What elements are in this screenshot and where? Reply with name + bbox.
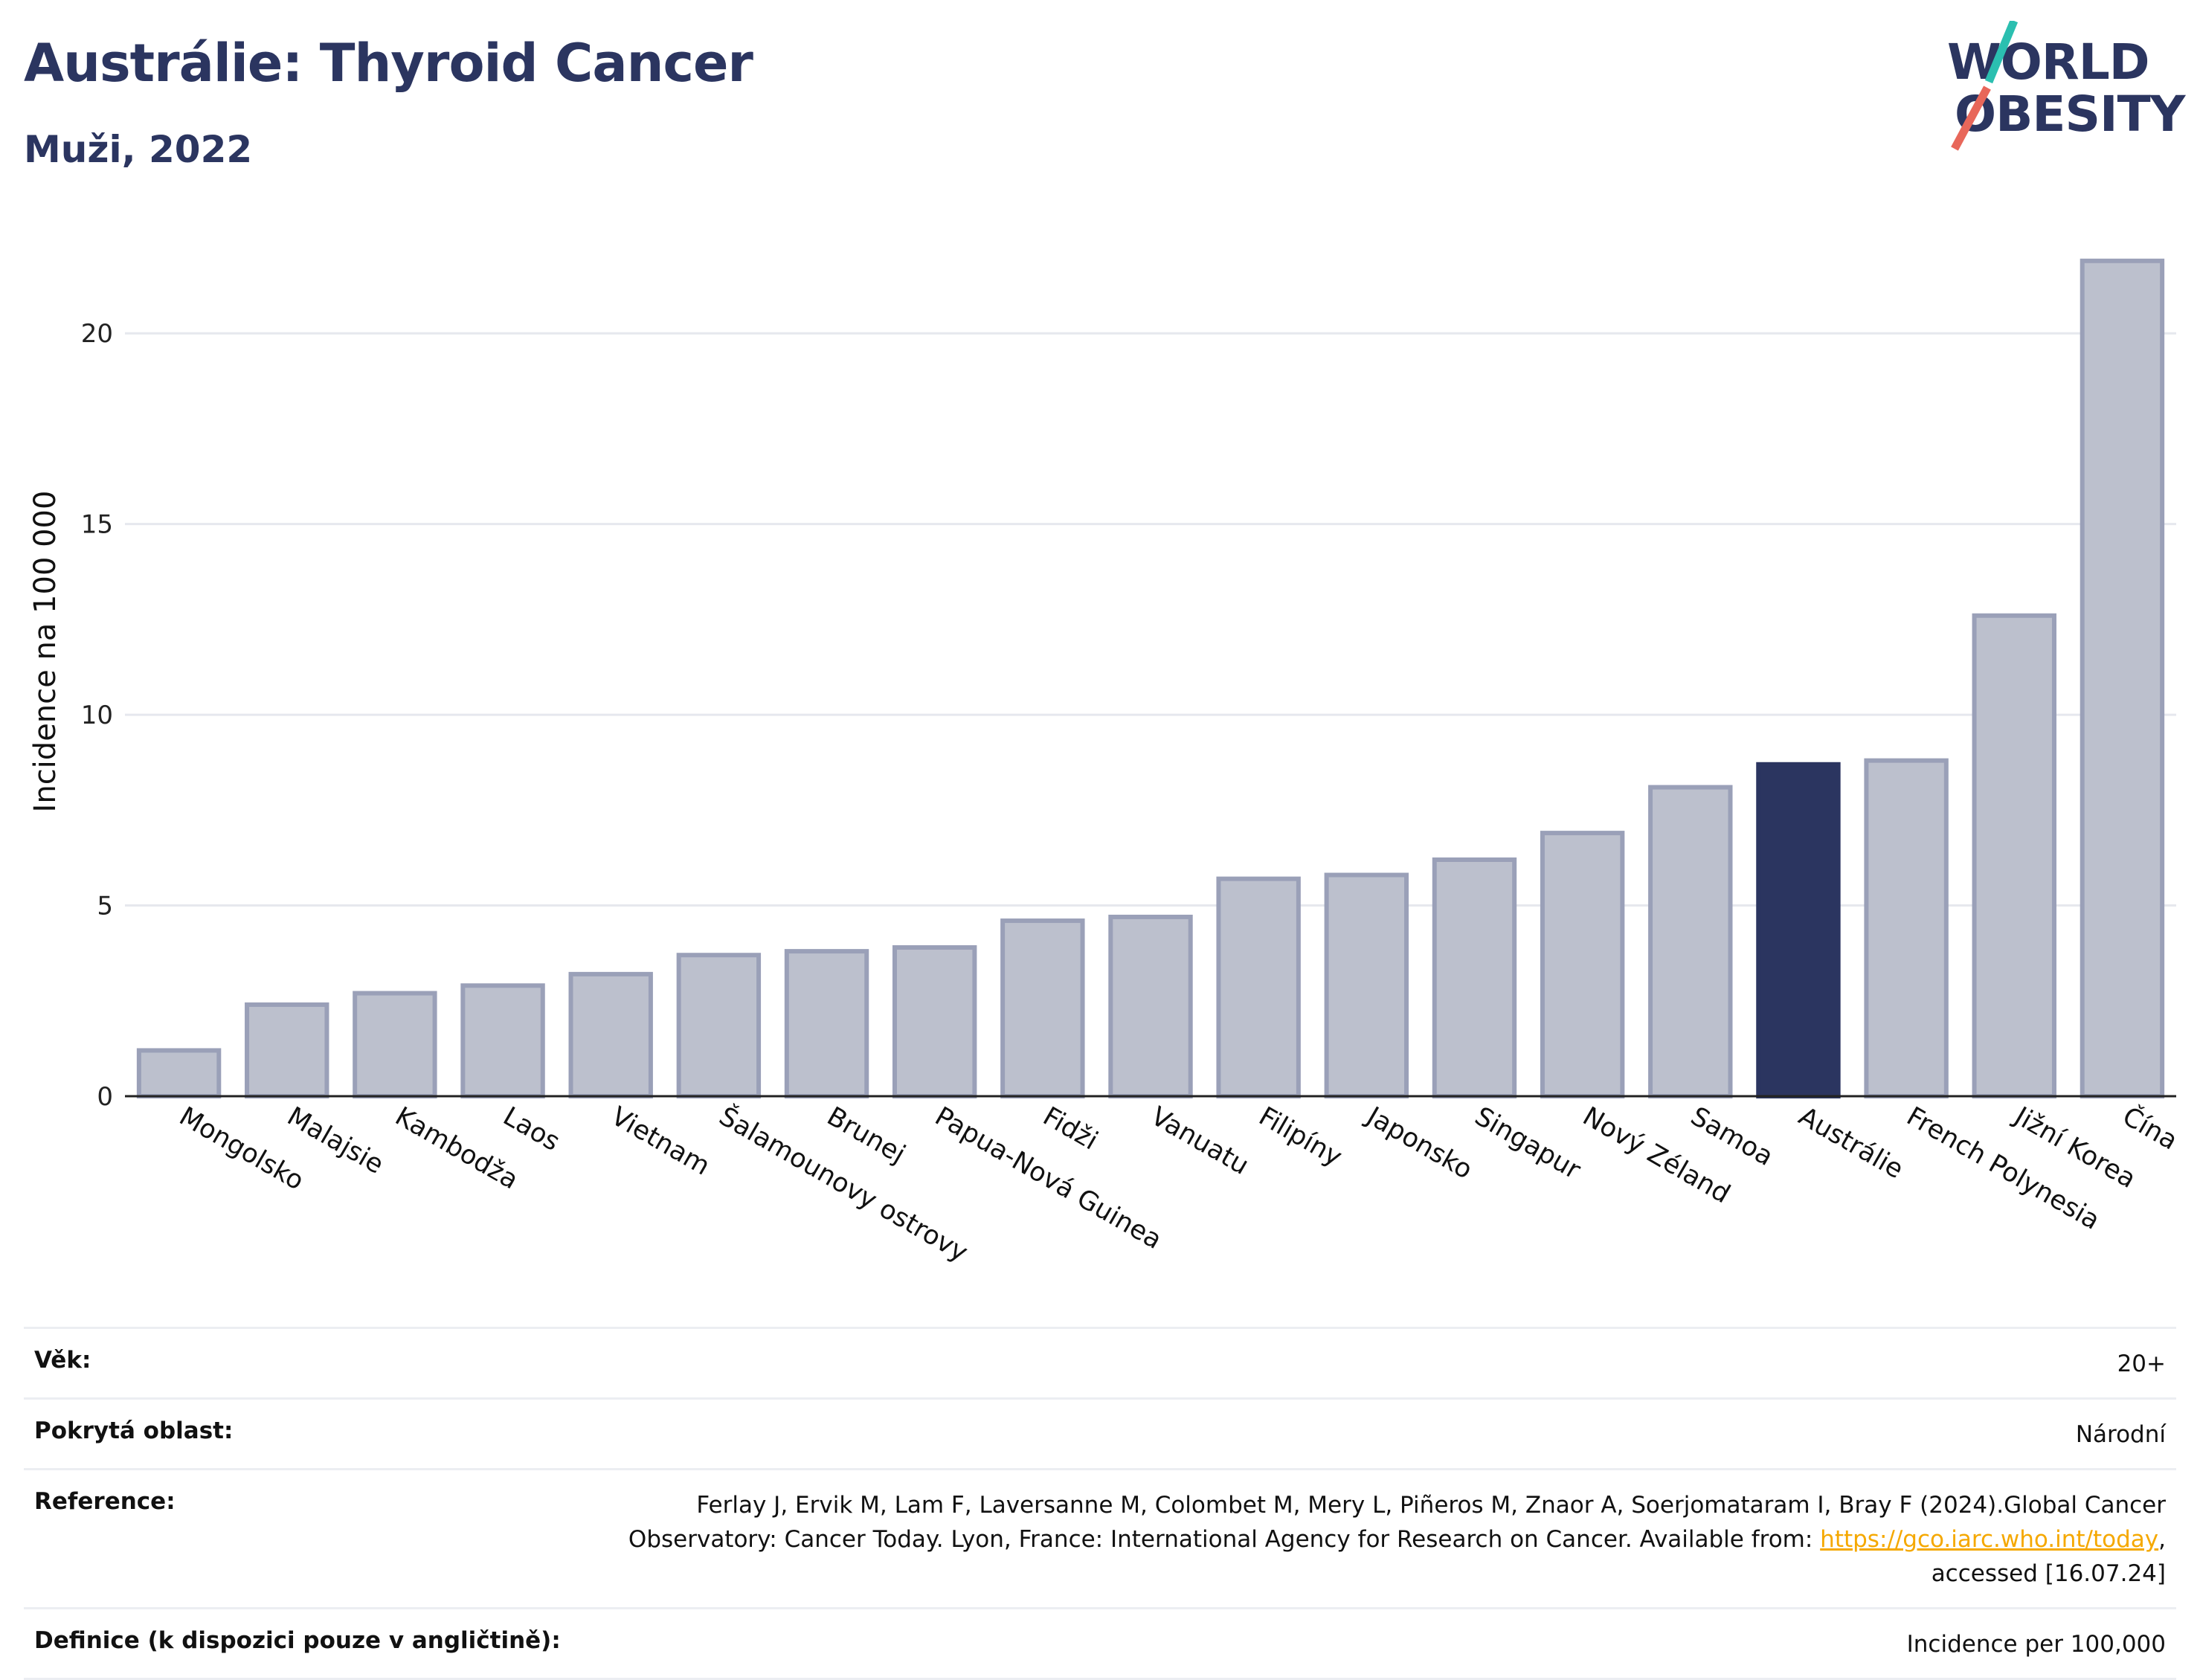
reference-suffix: , accessed [16.07.24] <box>1931 1526 2166 1587</box>
x-tick-label: Singapur <box>1470 1101 1586 1185</box>
reference-text: Ferlay J, Ervik M, Lam F, Laversanne M, … <box>628 1492 2166 1553</box>
x-tick-label: Brunej <box>822 1101 910 1170</box>
x-tick-label: Samoa <box>1685 1101 1778 1172</box>
bar <box>1864 758 1949 1098</box>
x-tick-label: Vietnam <box>606 1101 715 1182</box>
y-tick-label: 5 <box>97 892 113 921</box>
bars <box>136 258 2165 1099</box>
chart-subtitle: Muži, 2022 <box>24 128 253 171</box>
bar <box>1648 785 1733 1099</box>
x-tick-label: Fidži <box>1038 1101 1102 1156</box>
meta-row-area: Pokrytá oblast: Národní <box>24 1397 2176 1468</box>
bar-highlight <box>1756 762 1841 1098</box>
bar <box>1432 857 1517 1099</box>
age-value: 20+ <box>2117 1351 2166 1377</box>
bar <box>2080 258 2165 1099</box>
logo-slash-teal <box>1984 21 2019 84</box>
chart-title: Austrálie: Thyroid Cancer <box>24 33 753 94</box>
area-label: Pokrytá oblast: <box>34 1417 234 1444</box>
bar <box>1324 872 1409 1098</box>
bar <box>245 1002 329 1098</box>
bar <box>568 971 653 1099</box>
x-tick-label: Austrálie <box>1793 1101 1908 1185</box>
meta-row-age: Věk: 20+ <box>24 1327 2176 1397</box>
bar <box>784 949 869 1098</box>
reference-link[interactable]: https://gco.iarc.who.int/today <box>1820 1526 2159 1553</box>
x-tick-label: Vanuatu <box>1146 1101 1254 1181</box>
y-tick-label: 0 <box>97 1082 113 1112</box>
x-tick-label: Filipíny <box>1254 1101 1347 1172</box>
meta-row-reference: Reference: Ferlay J, Ervik M, Lam F, Lav… <box>24 1468 2176 1607</box>
y-tick-label: 10 <box>81 701 113 730</box>
logo-slash-coral <box>1951 86 1991 151</box>
x-tick-label: Japonsko <box>1360 1101 1477 1185</box>
bar <box>892 944 977 1099</box>
reference-value: Ferlay J, Ervik M, Lam F, Laversanne M, … <box>619 1488 2166 1591</box>
bar <box>1000 918 1085 1099</box>
bar <box>136 1048 222 1099</box>
y-tick-label: 20 <box>81 319 113 349</box>
y-axis-label: Incidence na 100 000 <box>28 491 62 813</box>
bar <box>460 983 545 1098</box>
x-tick-label: Čína <box>2117 1100 2183 1156</box>
world-obesity-logo: WORLD OBESITY <box>1947 21 2187 151</box>
bar <box>1108 914 1193 1099</box>
y-axis-ticks: 0 5 10 15 20 <box>81 319 113 1112</box>
x-tick-label: French Polynesia <box>1902 1101 2105 1236</box>
bar <box>1216 876 1301 1098</box>
x-tick-label: Laos <box>498 1101 565 1157</box>
bar <box>1540 831 1625 1099</box>
area-value: Národní <box>2075 1421 2166 1448</box>
bar <box>676 953 762 1098</box>
age-label: Věk: <box>34 1347 91 1374</box>
x-tick-label: Kambodža <box>390 1101 523 1195</box>
bar <box>353 991 437 1099</box>
metadata-table: Věk: 20+ Pokrytá oblast: Národní Referen… <box>24 1327 2176 1680</box>
definition-label: Definice (k dispozici pouze v angličtině… <box>34 1627 561 1654</box>
reference-label: Reference: <box>34 1488 176 1515</box>
logo-word-obesity: OBESITY <box>1955 86 2187 143</box>
bar <box>1972 613 2056 1098</box>
meta-row-definition: Definice (k dispozici pouze v angličtině… <box>24 1607 2176 1680</box>
definition-value: Incidence per 100,000 <box>1906 1631 2166 1658</box>
y-tick-label: 15 <box>81 510 113 540</box>
logo-word-world: WORLD <box>1947 33 2149 91</box>
